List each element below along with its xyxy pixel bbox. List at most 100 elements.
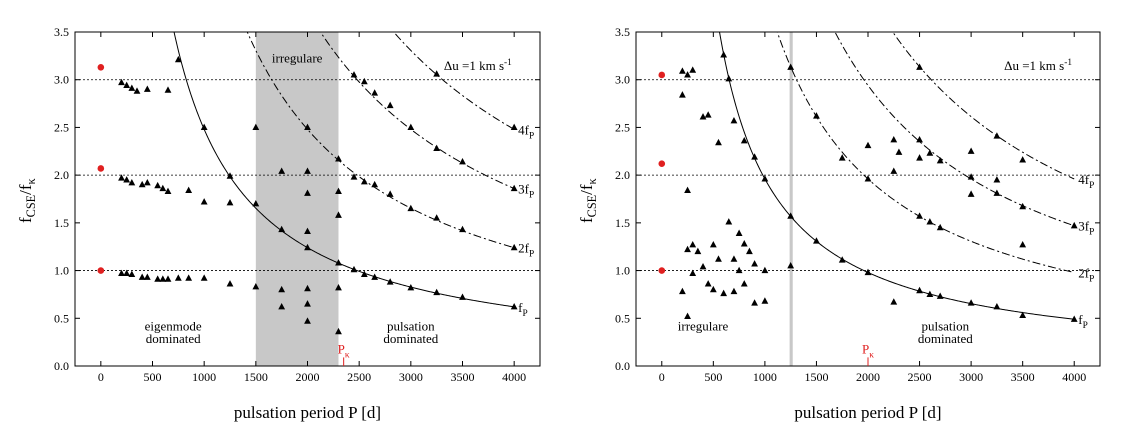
data-point [360, 270, 368, 277]
y-tick-label: 3.0 [615, 73, 630, 87]
curve-label-f: fP [518, 300, 528, 319]
data-point [740, 280, 748, 287]
region-irregular: irregulare [272, 51, 323, 66]
data-point [761, 266, 769, 274]
data-point [926, 290, 934, 298]
data-point [360, 178, 368, 185]
x-tick-label: 2000 [856, 370, 880, 384]
data-point [143, 273, 151, 280]
curve-2f [246, 32, 515, 249]
p-kappa-label: Pκ [862, 342, 874, 361]
data-point [350, 265, 358, 273]
data-point [407, 123, 415, 131]
data-point [704, 111, 712, 118]
data-point [761, 297, 769, 304]
x-tick-label: 4000 [1062, 370, 1086, 384]
data-point [679, 287, 686, 295]
data-point [226, 199, 234, 206]
data-point [304, 227, 311, 235]
curve-3f [834, 32, 1075, 227]
delta-u-label: Δu =1 km s-1 [1004, 58, 1072, 73]
curve-label-2f: 2fP [1078, 265, 1094, 284]
data-point [174, 55, 182, 63]
region-pulsation-1: pulsation [387, 319, 435, 334]
data-point [252, 123, 260, 131]
data-point [916, 212, 923, 219]
data-point [433, 144, 441, 152]
red-point [658, 71, 666, 79]
data-point [304, 300, 311, 307]
curve-4f [393, 32, 515, 130]
data-point [386, 190, 394, 197]
data-point [751, 153, 758, 160]
data-point [679, 91, 686, 98]
data-point [684, 312, 691, 319]
data-point [916, 286, 923, 294]
data-point [128, 84, 136, 91]
data-point [123, 269, 131, 277]
data-point [459, 225, 466, 233]
data-point [751, 260, 758, 267]
x-tick-label: 3500 [1011, 370, 1035, 384]
red-point [97, 165, 105, 172]
y-tick-label: 2.0 [54, 168, 69, 182]
curve-2f [776, 32, 1075, 273]
data-point [993, 189, 1001, 196]
data-point [278, 285, 286, 293]
data-point [1019, 311, 1027, 319]
red-point [658, 160, 666, 167]
data-point [118, 174, 125, 181]
data-point [371, 89, 379, 96]
x-tick-label: 0 [98, 370, 104, 384]
data-point [304, 189, 311, 196]
data-point [864, 175, 872, 182]
data-point [335, 211, 342, 218]
data-point [864, 268, 872, 276]
data-point [1019, 156, 1027, 163]
x-axis-label: pulsation period P [d] [234, 403, 381, 422]
data-point [967, 190, 975, 197]
chart-panel-left: 0 500 1000 1500 2000 2500 3000 3500 4000 0.0 0.5 1.… [16, 25, 541, 422]
data-point [1070, 315, 1078, 322]
data-point [226, 280, 234, 287]
data-point [154, 181, 162, 189]
y-tick-label: 3.0 [54, 73, 69, 87]
data-point [694, 247, 702, 255]
x-tick-label: 500 [704, 370, 722, 384]
data-point [304, 284, 311, 292]
y-tick-label: 3.5 [54, 25, 69, 39]
data-point [679, 67, 686, 74]
data-point [1019, 241, 1027, 248]
region-irregular: irregulare [678, 319, 729, 334]
data-point [278, 167, 286, 174]
data-point [200, 198, 208, 205]
data-point [751, 299, 758, 306]
data-point [967, 147, 975, 154]
data-point [304, 123, 311, 131]
data-point [278, 303, 286, 310]
data-point [174, 274, 182, 281]
data-point [1070, 221, 1078, 229]
y-tick-label: 2.0 [615, 168, 630, 182]
y-tick-label: 0.5 [615, 311, 630, 325]
red-point [658, 267, 666, 274]
data-point [200, 274, 208, 281]
data-point [510, 303, 518, 310]
data-point [916, 154, 923, 161]
data-point [735, 266, 743, 274]
data-point [704, 280, 712, 287]
data-point [916, 136, 923, 143]
data-point [699, 262, 707, 270]
data-point [143, 178, 151, 186]
data-point [813, 112, 820, 119]
data-point [371, 180, 379, 188]
data-point [350, 173, 358, 180]
data-point [730, 287, 738, 295]
y-axis-label-group: fCSE/fκ [577, 178, 599, 223]
data-point [123, 176, 131, 183]
data-point [510, 184, 518, 192]
data-point [787, 262, 795, 269]
data-point [200, 123, 208, 131]
data-point [386, 101, 394, 109]
